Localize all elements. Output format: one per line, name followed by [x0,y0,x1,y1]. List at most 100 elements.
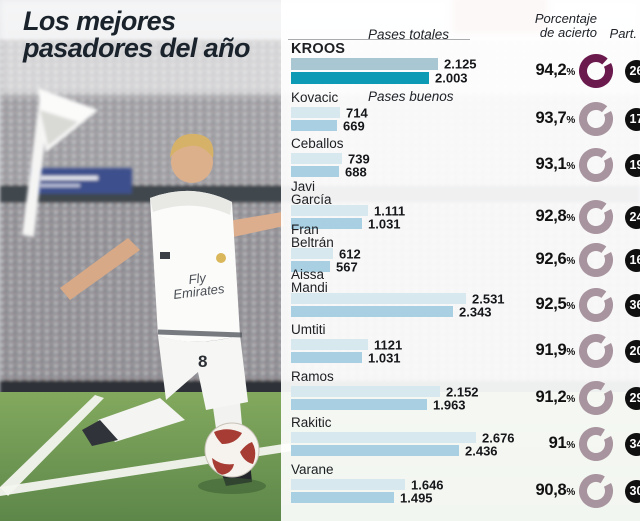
participation-badge: 26 [625,60,640,83]
bar-value: 2.125 [444,56,477,72]
accuracy-percentage: 93,7% [535,109,575,127]
bar-value: 2.152 [446,384,479,399]
bar-value: 714 [346,105,368,120]
player-name: Umtiti [291,322,326,337]
pass-bars: 612 567 [291,246,361,274]
player-row-kroos: KROOS 2.125 2.003 94,2% 26 [291,41,640,89]
pass-bars: 1.646 1.495 [291,477,444,505]
accuracy-percentage: 91,9% [535,341,575,359]
player-row-varane: Varane 1.646 1.495 90,8% 30 [291,462,640,510]
player-photo [60,133,284,486]
bar-totales: 2.676 [291,430,515,445]
bar-totales: 1121 [291,337,402,352]
pass-bars: 2.152 1.963 [291,384,479,412]
bar-totales: 2.531 [291,291,505,306]
participation-badge: 36 [625,294,640,317]
bar-totales: 1.646 [291,477,444,492]
bar-buenos: 688 [291,164,367,179]
participation-badge: 30 [625,480,640,503]
player-name: Javi García [291,179,332,207]
accuracy-donut [578,199,614,235]
accuracy-percentage: 92,6% [535,250,575,268]
bar-buenos: 669 [291,118,365,133]
bar-value: 1.031 [368,350,401,365]
bar-value: 1.646 [411,477,444,492]
player-name: Aissa Mandi [291,267,328,295]
bar-buenos: 1.495 [291,490,433,505]
participation-badge: 19 [625,154,640,177]
bar-buenos: 1.031 [291,216,401,231]
accuracy-percentage: 91,2% [535,388,575,406]
bar-value: 739 [348,151,370,166]
participation-badge: 34 [625,433,640,456]
accuracy-donut [578,473,614,509]
accuracy-donut [578,242,614,278]
pct-column-header: Porcentaje de acierto [534,11,597,40]
title-line2: pasadores del año [23,33,250,63]
accuracy-percentage: 91% [548,434,576,452]
pass-bars: 1121 1.031 [291,337,402,365]
accuracy-donut [578,147,614,183]
page-title: Los mejores pasadores del año [23,8,250,62]
pass-bars: 1.111 1.031 [291,203,405,231]
title-line1: Los mejores [23,6,176,36]
player-name: KROOS [291,41,346,57]
player-name: Fran Beltrán [291,222,334,250]
bar-value: 1.111 [374,203,406,218]
bar-totales: 739 [291,151,370,166]
player-name: Varane [291,462,334,477]
player-name: Rakitic [291,415,332,430]
bar-totales: 612 [291,246,361,261]
bar-value: 688 [345,164,367,179]
ball [198,422,266,494]
stadium-banner [32,168,132,194]
bar-buenos: 2.436 [291,443,498,458]
participation-badge: 16 [625,249,640,272]
bar-buenos: 2.003 [291,71,468,86]
player-name: Kovacic [291,90,339,105]
bar-value: 567 [336,259,358,274]
pass-bars: 2.125 2.003 [291,57,477,86]
bar-buenos: 567 [291,259,358,274]
bar-value: 2.676 [482,430,515,445]
accuracy-donut [578,53,614,89]
bar-value: 669 [343,118,365,133]
accuracy-percentage: 92,5% [535,295,575,313]
bar-value: 612 [339,246,361,261]
accuracy-donut [578,333,614,369]
bar-totales: 1.111 [291,203,405,218]
player-row-ceballos: Ceballos 739 688 93,1% 19 [291,136,640,184]
bar-buenos: 1.963 [291,397,466,412]
bar-value: 1.963 [433,397,466,412]
accuracy-donut [578,101,614,137]
bar-value: 2.003 [435,70,468,86]
accuracy-donut [578,426,614,462]
bar-buenos: 2.343 [291,304,492,319]
pass-bars: 2.531 2.343 [291,291,505,319]
pass-bars: 714 669 [291,105,368,133]
player-row-kovacic: Kovacic 714 669 93,7% 17 [291,90,640,138]
bar-value: 1.495 [400,490,433,505]
player-row-umtiti: Umtiti 1121 1.031 91,9% 20 [291,322,640,370]
pass-bars: 739 688 [291,151,370,179]
player-row-ramos: Ramos 2.152 1.963 91,2% 29 [291,370,640,417]
player-row-aissa-mandi: Aissa Mandi 2.531 2.343 92,5% 36 [291,267,640,322]
bar-totales: 714 [291,105,368,120]
bar-value: 2.343 [459,304,492,319]
accuracy-donut [578,287,614,323]
corner-flag [22,88,98,237]
accuracy-percentage: 94,2% [535,61,575,79]
chart-panel: Pases totales Pases buenos Porcentaje de… [281,0,640,521]
series-label-buenos: Pases buenos [368,89,454,104]
header-divider [288,39,470,40]
player-row-javi-garcía: Javi García 1.111 1.031 92,8% 24 [291,179,640,234]
bar-totales: 2.125 [291,57,477,72]
part-column-header: Part. [609,26,637,41]
player-name: Ceballos [291,136,344,151]
player-row-fran-beltrán: Fran Beltrán 612 567 92,6% 16 [291,222,640,277]
accuracy-percentage: 93,1% [535,155,575,173]
bar-buenos: 1.031 [291,350,401,365]
accuracy-donut [578,380,614,416]
series-label-totales: Pases totales [368,27,450,42]
